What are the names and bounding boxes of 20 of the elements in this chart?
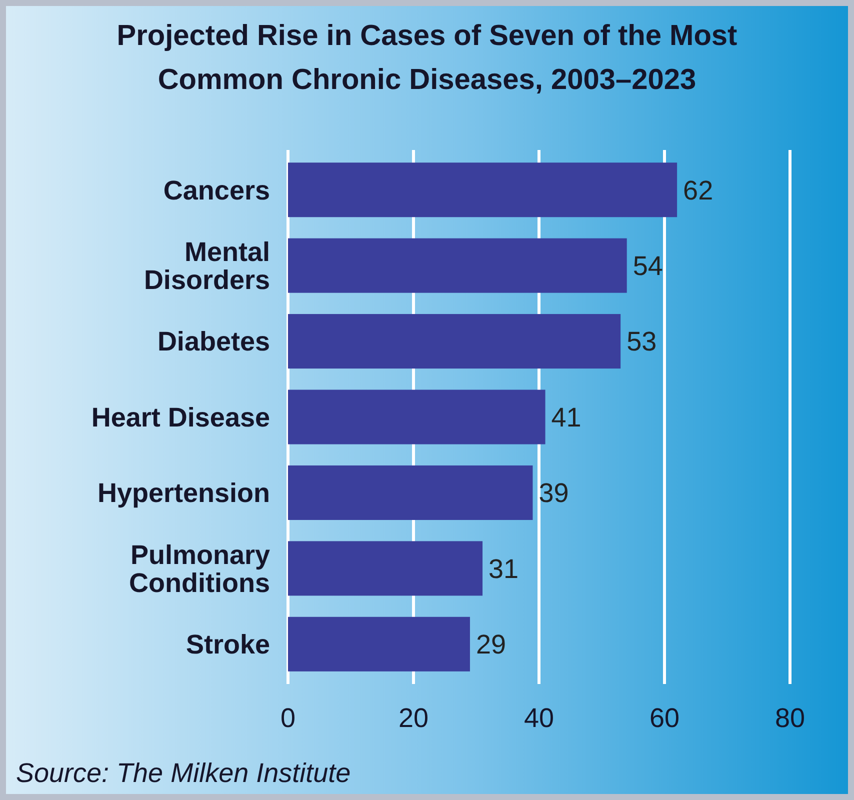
data-label: 53 xyxy=(626,326,657,357)
chart-title: Projected Rise in Cases of Seven of the Most Common Chronic Diseases, 2003–2023 xyxy=(116,20,738,96)
y-tick-label: Diabetes xyxy=(157,326,270,357)
data-label: 54 xyxy=(632,251,663,282)
x-tick-label: 60 xyxy=(649,703,680,733)
data-label: 62 xyxy=(683,175,714,206)
y-tick-label: Stroke xyxy=(186,630,270,660)
x-tick-label: 40 xyxy=(524,703,554,733)
y-tick-label: Mental Disorders xyxy=(144,237,270,296)
y-tick-label: Cancers xyxy=(163,175,270,206)
data-label: 31 xyxy=(488,554,519,584)
y-tick-label: Hypertension xyxy=(97,478,270,508)
x-tick-label: 80 xyxy=(774,703,806,733)
y-tick-label: Heart Disease xyxy=(91,402,270,432)
data-label: 41 xyxy=(551,402,582,432)
data-label: 29 xyxy=(476,630,506,660)
x-tick-label: 0 xyxy=(280,703,296,733)
x-tick-label: 20 xyxy=(398,703,429,733)
y-tick-label: Pulmonary Conditions xyxy=(129,540,270,598)
source-note: Source: The Milken Institute xyxy=(16,758,351,788)
